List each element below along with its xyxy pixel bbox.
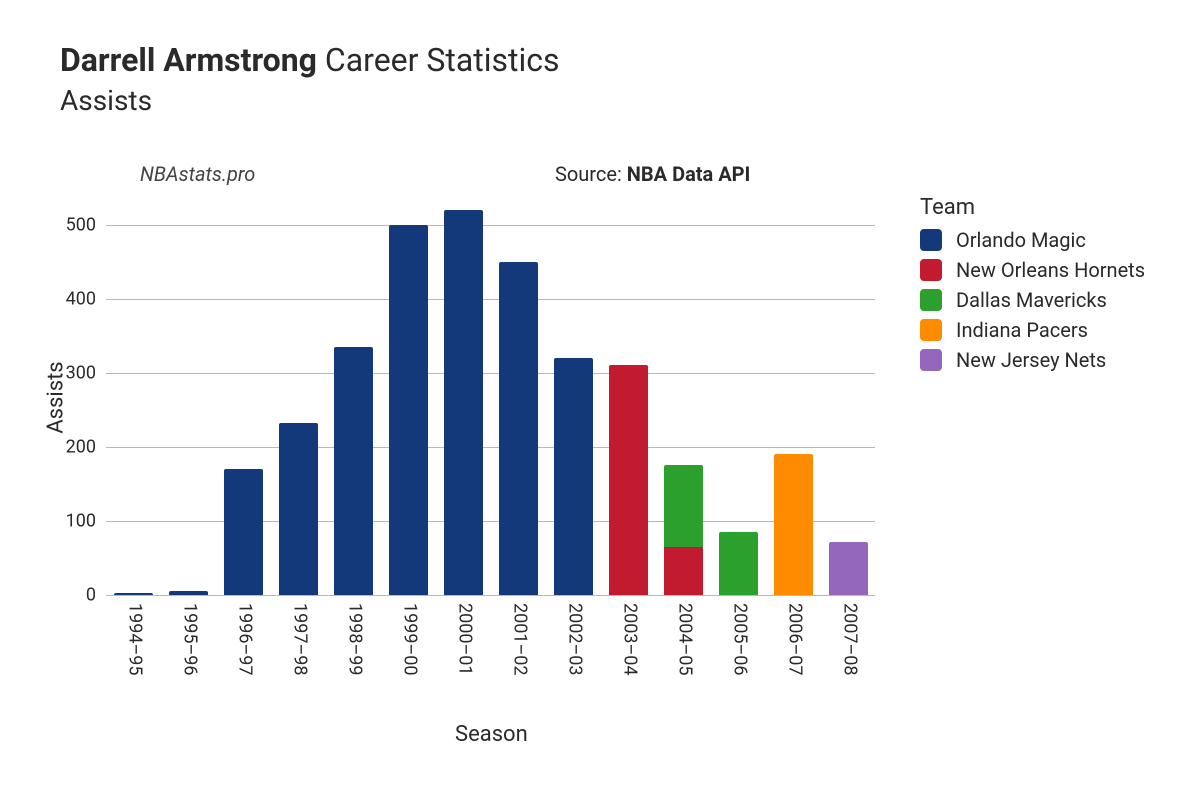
bar-group bbox=[444, 195, 484, 595]
bar-group bbox=[114, 195, 154, 595]
bar-segment bbox=[719, 532, 759, 595]
bar-segment bbox=[829, 542, 869, 595]
bar-segment bbox=[664, 465, 704, 546]
chart-title: Darrell Armstrong Career Statistics bbox=[60, 40, 560, 82]
legend-label: Orlando Magic bbox=[956, 228, 1086, 252]
title-player-name: Darrell Armstrong bbox=[60, 41, 317, 79]
gridline bbox=[106, 373, 875, 374]
gridline bbox=[106, 299, 875, 300]
x-tick-label: 1999–00 bbox=[400, 603, 421, 676]
legend-item: New Jersey Nets bbox=[920, 348, 1145, 372]
bar-group bbox=[224, 195, 264, 595]
x-tick-label: 1994–95 bbox=[125, 603, 146, 676]
y-tick-label: 500 bbox=[66, 214, 96, 235]
legend-item: New Orleans Hornets bbox=[920, 258, 1145, 282]
chart-title-block: Darrell Armstrong Career Statistics Assi… bbox=[60, 40, 560, 117]
legend-item: Dallas Mavericks bbox=[920, 288, 1145, 312]
legend-swatch bbox=[920, 259, 942, 281]
bar-group bbox=[609, 195, 649, 595]
x-tick-label: 2004–05 bbox=[675, 603, 696, 676]
x-tick-label: 1997–98 bbox=[290, 603, 311, 676]
y-tick-label: 300 bbox=[66, 362, 96, 383]
x-tick-label: 1996–97 bbox=[235, 603, 256, 676]
attribution-source: Source: NBA Data API bbox=[555, 162, 750, 186]
bar-segment bbox=[554, 358, 594, 595]
source-prefix: Source: bbox=[555, 162, 627, 186]
bar-group bbox=[554, 195, 594, 595]
gridline bbox=[106, 595, 875, 596]
bar-segment bbox=[609, 365, 649, 595]
x-tick-label: 2001–02 bbox=[510, 603, 531, 676]
bar-group bbox=[664, 195, 704, 595]
x-tick-label: 2006–07 bbox=[785, 603, 806, 676]
bar-segment bbox=[444, 210, 484, 595]
bar-segment bbox=[664, 547, 704, 595]
y-tick-label: 0 bbox=[86, 585, 96, 606]
bar-group bbox=[389, 195, 429, 595]
title-suffix: Career Statistics bbox=[317, 41, 560, 79]
x-axis-label: Season bbox=[455, 722, 528, 747]
legend-label: Dallas Mavericks bbox=[956, 288, 1107, 312]
source-name: NBA Data API bbox=[627, 162, 751, 186]
x-tick-label: 2007–08 bbox=[840, 603, 861, 676]
legend-item: Indiana Pacers bbox=[920, 318, 1145, 342]
legend-swatch bbox=[920, 319, 942, 341]
bar-group bbox=[774, 195, 814, 595]
bar-group bbox=[719, 195, 759, 595]
bar-segment bbox=[389, 225, 429, 595]
bar-segment bbox=[224, 469, 264, 595]
bar-segment bbox=[169, 591, 209, 595]
gridline bbox=[106, 521, 875, 522]
x-tick-label: 1998–99 bbox=[345, 603, 366, 676]
bar-group bbox=[499, 195, 539, 595]
y-tick-label: 200 bbox=[66, 436, 96, 457]
bar-segment bbox=[499, 262, 539, 595]
x-tick-label: 2000–01 bbox=[455, 603, 476, 676]
legend-item: Orlando Magic bbox=[920, 228, 1145, 252]
y-tick-label: 100 bbox=[66, 510, 96, 531]
legend: Team Orlando Magic New Orleans Hornets Dal… bbox=[920, 195, 1145, 378]
legend-label: New Jersey Nets bbox=[956, 348, 1106, 372]
legend-swatch bbox=[920, 349, 942, 371]
bar-group bbox=[279, 195, 319, 595]
legend-title: Team bbox=[920, 195, 1145, 220]
legend-items: Orlando Magic New Orleans Hornets Dallas M… bbox=[920, 228, 1145, 372]
x-tick-label: 2002–03 bbox=[565, 603, 586, 676]
bar-group bbox=[829, 195, 869, 595]
bar-segment bbox=[279, 423, 319, 595]
x-tick-label: 1995–96 bbox=[180, 603, 201, 676]
chart-subtitle: Assists bbox=[60, 84, 560, 117]
gridline bbox=[106, 447, 875, 448]
attribution-site: NBAstats.pro bbox=[140, 162, 255, 186]
y-tick-label: 400 bbox=[66, 288, 96, 309]
x-tick-label: 2003–04 bbox=[620, 603, 641, 676]
y-axis-label: Assists bbox=[44, 361, 69, 433]
bar-segment bbox=[114, 593, 154, 595]
gridline bbox=[106, 225, 875, 226]
bar-segment bbox=[334, 347, 374, 595]
bar-segment bbox=[774, 454, 814, 595]
legend-swatch bbox=[920, 229, 942, 251]
bar-group bbox=[169, 195, 209, 595]
legend-label: New Orleans Hornets bbox=[956, 258, 1145, 282]
bar-group bbox=[334, 195, 374, 595]
chart-plot-area: 01002003004005001994–951995–961996–97199… bbox=[105, 195, 875, 595]
legend-swatch bbox=[920, 289, 942, 311]
x-tick-label: 2005–06 bbox=[730, 603, 751, 676]
legend-label: Indiana Pacers bbox=[956, 318, 1088, 342]
